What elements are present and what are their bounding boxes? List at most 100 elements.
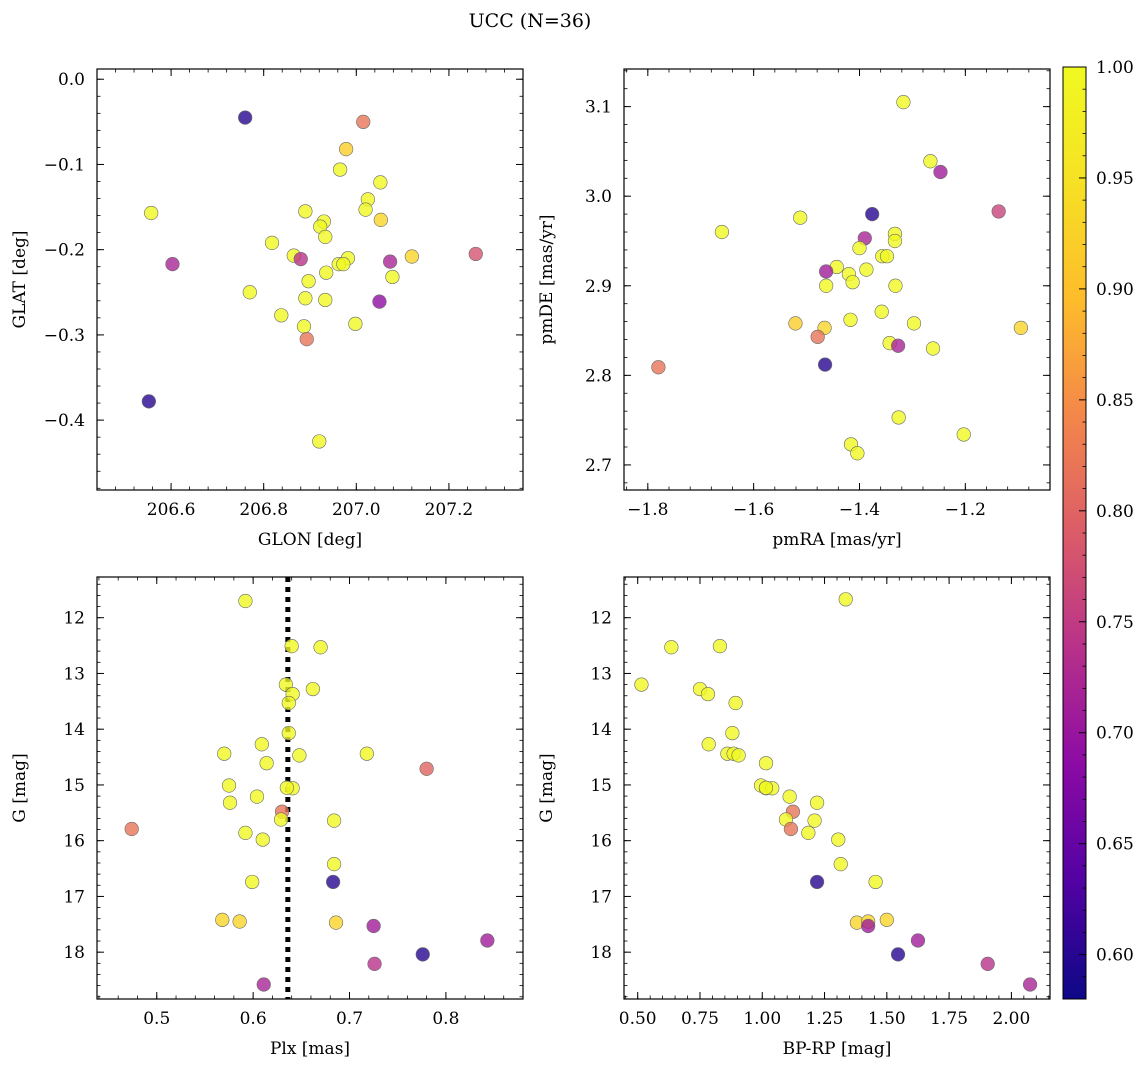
scatter-point [817,357,833,372]
y-tick-label: 14 [63,720,85,740]
scatter-point [415,947,430,962]
scatter-point [700,686,716,702]
scatter-point [874,304,889,319]
scatter-point [845,275,860,290]
axes-frame [96,576,524,1000]
scatter-point [891,338,906,353]
scatter-point [298,204,313,219]
scatter-point [664,640,679,655]
y-tick-label: 13 [63,664,85,684]
scatter-point [788,316,803,331]
y-axis-label: GLAT [deg] [10,230,30,328]
scatter-point [859,262,874,277]
scatter-point [385,269,400,285]
scatter-point [259,756,274,771]
scatter-point [281,695,296,711]
y-tick-label: 17 [63,887,85,907]
scatter-point [366,918,381,934]
scatter-point [782,789,797,804]
scatter-point [810,329,825,344]
scatter-point [651,360,666,375]
scatter-point [318,229,333,244]
scatter-point [956,427,971,442]
scatter-point [238,593,253,609]
y-tick-label: 16 [63,832,85,852]
scatter-point [701,737,716,752]
y-axis-label: G [mag] [537,753,557,822]
y-tick-label: 3.0 [585,187,612,207]
scatter-point [313,640,328,655]
figure-title: UCC (N=36) [469,10,592,32]
y-tick-label: 14 [590,720,612,740]
scatter-point [312,434,327,449]
colorbar-tick-label: 0.80 [1096,502,1134,522]
scatter-point [339,142,354,157]
y-tick-label: 15 [590,776,612,796]
scatter-panel-glon-glat: 206.6 206.8 207.0 207.2 0.0 −0.1 −0.2 −0.3 −0.4 G… [10,68,524,550]
scatter-point [819,264,834,279]
scatter-point [238,110,253,125]
scatter-point [865,207,880,222]
scatter-point [144,205,159,221]
scatter-point [348,316,363,331]
scatter-point [264,235,280,250]
x-tick-label: −1.4 [839,500,880,520]
y-tick-label: 12 [63,609,85,629]
scatter-point [328,915,344,930]
scatter-point [758,756,774,771]
scatter-point [831,832,846,847]
scatter-point [245,874,260,890]
scatter-point [293,251,308,267]
scatter-point [910,933,926,948]
scatter-point [319,265,334,280]
y-tick-label: 17 [590,887,612,907]
scatter-point [249,789,265,804]
scatter-point [221,778,237,793]
scatter-point [215,912,230,927]
scatter-point [887,233,903,249]
scatter-points [651,95,1028,461]
y-tick-label: 18 [63,943,85,963]
scatter-point [358,202,373,217]
scatter-point [861,918,876,934]
colorbar-tick-label: 0.70 [1096,724,1134,744]
scatter-panel-plx-g: 0.5 0.6 0.7 0.8 12 13 14 15 16 17 18 Plx [mas] G [ma… [10,576,524,1059]
scatter-panel-pmra-pmde: −1.8 −1.6 −1.4 −1.2 2.7 2.8 2.9 3.0 3.1 pmRA [mas… [537,68,1051,550]
scatter-point [298,291,313,306]
x-tick-label: 0.6 [240,1009,267,1029]
scatter-point [890,947,906,962]
scatter-point [468,246,483,262]
scatter-point [356,114,371,129]
y-axis-label: G [mag] [10,753,30,822]
scatter-point [326,856,342,872]
scatter-point [165,257,180,272]
x-axis-label: Plx [mas] [270,1039,350,1059]
axes-frame [623,576,1051,1000]
scatter-point [712,639,728,654]
scatter-point [725,725,740,741]
y-tick-label: 2.8 [585,366,612,386]
scatter-point [480,933,495,948]
y-tick-label: −0.1 [44,155,85,175]
scatter-point [980,956,995,971]
scatter-point [332,162,348,177]
y-tick-label: 15 [63,776,85,796]
scatter-point [634,677,649,692]
x-tick-label: 1.50 [868,1009,906,1029]
scatter-point [991,204,1006,219]
scatter-panel-bprp-g: 0.50 0.75 1.00 1.25 1.50 1.75 2.00 12 13 14 15 16 17… [537,576,1051,1059]
colorbar-tick-label: 0.85 [1096,391,1134,411]
axes-frame [623,68,1051,491]
scatter-point [383,254,398,269]
colorbar-tick-label: 1.00 [1096,58,1134,78]
scatter-point [281,725,296,741]
scatter-point [923,154,938,169]
x-tick-label: 206.8 [239,500,288,520]
scatter-point [419,761,434,776]
x-tick-label: 207.2 [425,500,474,520]
y-tick-label: 2.7 [585,456,612,476]
x-tick-label: 0.5 [143,1009,170,1029]
y-tick-label: 16 [590,832,612,852]
scatter-point [359,746,374,761]
